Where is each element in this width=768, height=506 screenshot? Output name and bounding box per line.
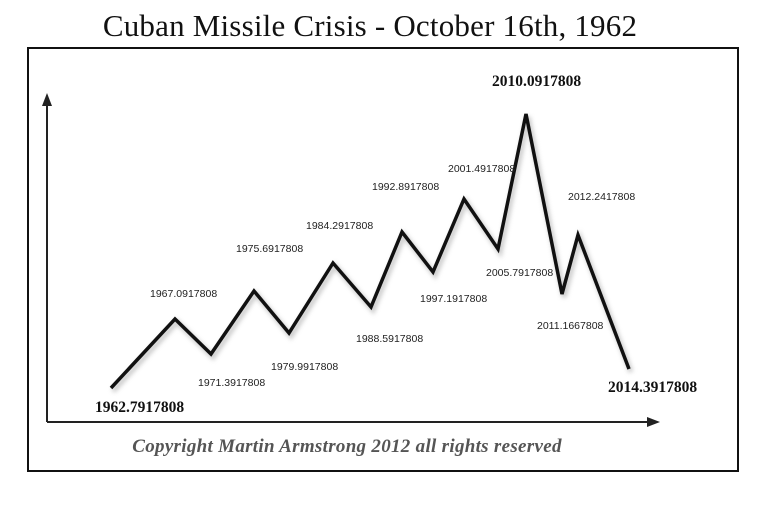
chart-labels: 1962.7917808 1967.0917808 1971.3917808 1975…: [95, 73, 697, 416]
point-label: 1975.6917808: [236, 243, 303, 255]
point-label: 1988.5917808: [356, 333, 423, 345]
series-line: [109, 113, 631, 390]
point-label: 2001.4917808: [448, 163, 515, 175]
point-label: 1984.2917808: [306, 220, 373, 232]
point-label: 2012.2417808: [568, 191, 635, 203]
chart-frame: [27, 47, 739, 472]
y-axis-arrowhead: [42, 93, 52, 106]
point-label-major: 2014.3917808: [608, 379, 697, 396]
point-label: 2011.1667808: [537, 320, 604, 332]
point-label: 1997.1917808: [420, 293, 487, 305]
x-axis-arrowhead: [647, 417, 660, 427]
point-label-major: 1962.7917808: [95, 399, 184, 416]
point-label: 1967.0917808: [150, 288, 217, 300]
point-label-major: 2010.0917808: [492, 73, 581, 90]
copyright-text: Copyright Martin Armstrong 2012 all righ…: [132, 436, 562, 457]
chart-series: [109, 113, 634, 393]
chart-title: Cuban Missile Crisis - October 16th, 196…: [102, 8, 638, 43]
chart-axes: [42, 93, 660, 428]
point-label: 2005.7917808: [486, 267, 553, 279]
point-label: 1992.8917808: [372, 181, 439, 193]
point-label: 1971.3917808: [198, 377, 265, 389]
point-label: 1979.9917808: [271, 361, 338, 373]
